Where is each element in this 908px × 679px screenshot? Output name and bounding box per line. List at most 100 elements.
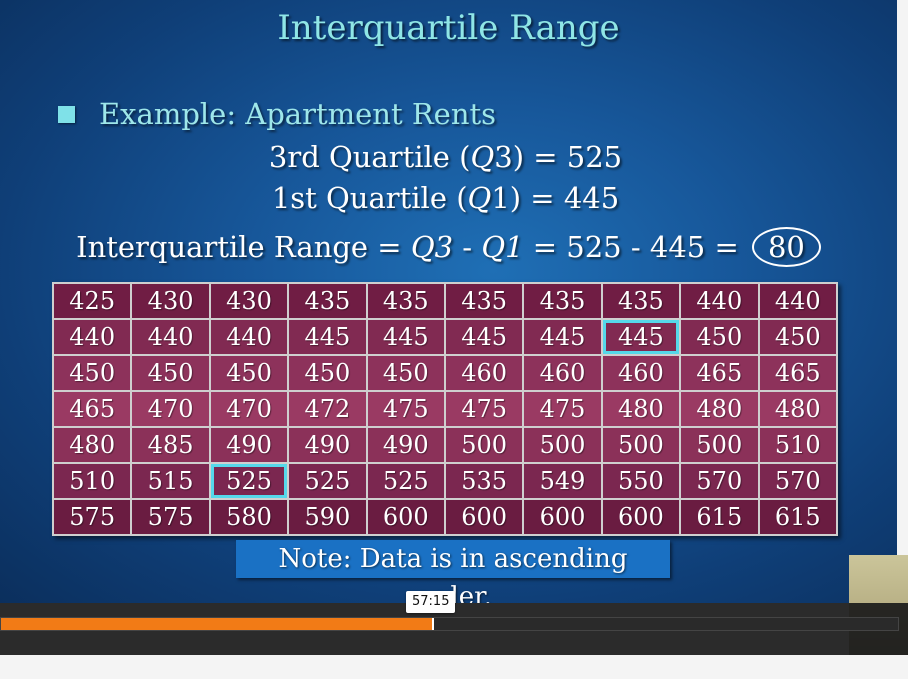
bullet-text: Example: Apartment Rents xyxy=(99,97,497,131)
table-cell: 445 xyxy=(522,318,603,356)
table-cell: 435 xyxy=(365,282,446,320)
table-row: 510 515 525 525 525 535 549 550 570 570 xyxy=(51,462,839,500)
table-cell: 465 xyxy=(757,354,839,392)
table-cell: 435 xyxy=(287,282,368,320)
table-cell: 450 xyxy=(51,354,133,392)
table-cell: 525 xyxy=(365,462,446,500)
table-row: 465 470 470 472 475 475 475 480 480 480 xyxy=(51,390,839,428)
table-cell: 500 xyxy=(600,426,682,464)
table-cell: 615 xyxy=(757,498,839,536)
table-cell: 470 xyxy=(208,390,290,428)
table-row: 440 440 440 445 445 445 445 445 450 450 xyxy=(51,318,839,356)
table-cell: 435 xyxy=(600,282,682,320)
q3-var: Q xyxy=(470,140,495,174)
table-cell: 480 xyxy=(600,390,682,428)
q1-prefix: 1st Quartile ( xyxy=(271,181,468,215)
table-cell: 450 xyxy=(287,354,368,392)
table-cell: 490 xyxy=(365,426,446,464)
q3-highlight-cell: 525 xyxy=(208,462,290,500)
table-cell: 465 xyxy=(51,390,133,428)
table-row: 480 485 490 490 490 500 500 500 500 510 xyxy=(51,426,839,464)
q1-num: 1 xyxy=(491,181,510,215)
table-cell: 570 xyxy=(757,462,839,500)
q3-num: 3 xyxy=(494,140,513,174)
table-row: 575 575 580 590 600 600 600 600 615 615 xyxy=(51,498,839,536)
table-cell: 425 xyxy=(51,282,133,320)
q3-line: 3rd Quartile (Q3) = 525 xyxy=(0,140,894,174)
table-cell: 440 xyxy=(51,318,133,356)
table-cell: 500 xyxy=(679,426,760,464)
table-cell: 445 xyxy=(287,318,368,356)
table-cell: 500 xyxy=(443,426,525,464)
table-cell: 615 xyxy=(679,498,760,536)
table-row: 450 450 450 450 450 460 460 460 465 465 xyxy=(51,354,839,392)
table-cell: 460 xyxy=(443,354,525,392)
iqr-prefix: Interquartile Range = xyxy=(76,230,411,264)
table-cell: 525 xyxy=(287,462,368,500)
table-cell: 475 xyxy=(365,390,446,428)
table-cell: 450 xyxy=(365,354,446,392)
table-cell: 450 xyxy=(757,318,839,356)
table-cell: 440 xyxy=(679,282,760,320)
table-cell: 600 xyxy=(443,498,525,536)
table-cell: 475 xyxy=(443,390,525,428)
table-cell: 450 xyxy=(208,354,290,392)
table-cell: 575 xyxy=(51,498,133,536)
table-cell: 575 xyxy=(130,498,211,536)
table-cell: 472 xyxy=(287,390,368,428)
table-cell: 490 xyxy=(208,426,290,464)
table-cell: 590 xyxy=(287,498,368,536)
table-cell: 465 xyxy=(679,354,760,392)
table-cell: 480 xyxy=(679,390,760,428)
table-cell: 450 xyxy=(130,354,211,392)
progress-fill xyxy=(1,618,432,630)
progress-bar[interactable] xyxy=(0,617,899,631)
table-cell: 600 xyxy=(522,498,603,536)
video-slide: Interquartile Range Example: Apartment R… xyxy=(0,0,897,603)
table-cell: 440 xyxy=(130,318,211,356)
table-cell: 550 xyxy=(600,462,682,500)
table-cell: 515 xyxy=(130,462,211,500)
iqr-minus: - xyxy=(453,230,482,264)
table-cell: 500 xyxy=(522,426,603,464)
iqr-line: Interquartile Range = Q3 - Q1 = 525 - 44… xyxy=(0,227,897,267)
time-tooltip: 57:15 xyxy=(406,591,456,613)
slide-title: Interquartile Range xyxy=(277,8,620,48)
progress-scrubber[interactable] xyxy=(431,618,434,630)
iqr-q1-var: Q1 xyxy=(481,230,524,264)
table-cell: 430 xyxy=(208,282,290,320)
table-cell: 600 xyxy=(365,498,446,536)
table-cell: 445 xyxy=(443,318,525,356)
table-cell: 440 xyxy=(757,282,839,320)
iqr-expression: = 525 - 445 = xyxy=(523,230,748,264)
table-cell: 510 xyxy=(757,426,839,464)
q1-suffix: ) = 445 xyxy=(509,181,620,215)
q1-highlight-cell: 445 xyxy=(600,318,682,356)
table-cell: 430 xyxy=(130,282,211,320)
table-cell: 480 xyxy=(757,390,839,428)
table-cell: 450 xyxy=(679,318,760,356)
iqr-result-circled: 80 xyxy=(751,227,821,267)
table-cell: 460 xyxy=(600,354,682,392)
q3-prefix: 3rd Quartile ( xyxy=(268,140,471,174)
table-cell: 600 xyxy=(600,498,682,536)
table-cell: 580 xyxy=(208,498,290,536)
table-cell: 475 xyxy=(522,390,603,428)
bullet-example: Example: Apartment Rents xyxy=(58,94,496,134)
table-cell: 435 xyxy=(443,282,525,320)
q1-var: Q xyxy=(467,181,492,215)
bullet-square-icon xyxy=(58,105,75,123)
table-cell: 435 xyxy=(522,282,603,320)
table-cell: 535 xyxy=(443,462,525,500)
table-cell: 440 xyxy=(208,318,290,356)
table-cell: 480 xyxy=(51,426,133,464)
table-row: 425 430 430 435 435 435 435 435 440 440 xyxy=(51,282,839,320)
table-cell: 485 xyxy=(130,426,211,464)
table-cell: 570 xyxy=(679,462,760,500)
iqr-q3-var: Q3 xyxy=(410,230,454,264)
q1-line: 1st Quartile (Q1) = 445 xyxy=(0,181,894,215)
rents-table: 425 430 430 435 435 435 435 435 440 440 440 440 440 4… xyxy=(51,282,839,536)
q3-suffix: ) = 525 xyxy=(512,140,623,174)
table-cell: 549 xyxy=(522,462,603,500)
note-box: Note: Data is in ascending order. xyxy=(236,540,670,603)
